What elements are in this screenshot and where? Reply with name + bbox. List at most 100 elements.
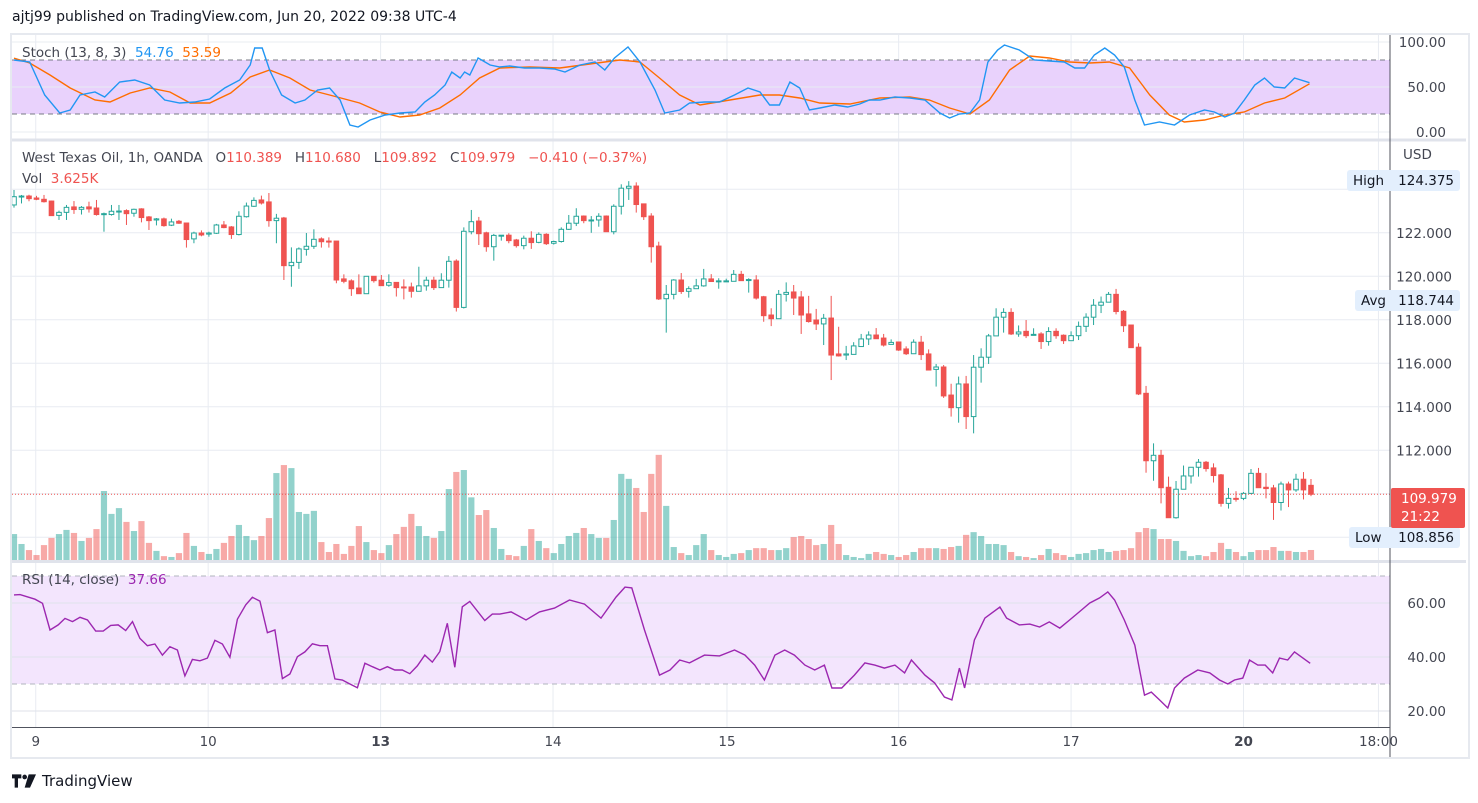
volume-bar xyxy=(453,471,460,560)
volume-bar xyxy=(565,535,572,560)
volume-bar xyxy=(895,556,902,560)
volume-bar xyxy=(1022,556,1030,560)
candle-up xyxy=(1015,331,1022,335)
candle-down xyxy=(1113,293,1119,313)
footer-brand: TradingView xyxy=(42,772,133,790)
volume-bar xyxy=(445,489,452,560)
time-axis-label: 15 xyxy=(718,734,736,750)
candle-down xyxy=(161,218,167,227)
volume-bar xyxy=(768,550,775,560)
volume-bar xyxy=(190,545,198,560)
volume-bar xyxy=(880,553,887,560)
chart-frame xyxy=(10,33,1470,759)
candle-down xyxy=(401,286,407,289)
volume-bar xyxy=(70,532,78,560)
volume-bar xyxy=(1135,532,1142,560)
volume-bar xyxy=(828,524,835,560)
candle-up xyxy=(910,341,917,355)
volume-bar xyxy=(595,537,602,560)
volume-bar xyxy=(468,497,475,560)
candle-down xyxy=(326,240,332,243)
candle-down xyxy=(1008,311,1014,335)
volume-bar xyxy=(543,548,550,560)
volume-bar xyxy=(483,510,490,560)
candle-up xyxy=(116,210,122,213)
volume-bar xyxy=(363,542,370,560)
time-axis-label: 10 xyxy=(199,734,217,750)
candle-down xyxy=(138,208,145,219)
candle-down xyxy=(228,226,235,236)
volume-bar xyxy=(1247,551,1255,560)
candle-up xyxy=(446,260,452,281)
volume-bar xyxy=(408,513,415,560)
candle-down xyxy=(640,203,647,218)
volume-bar xyxy=(1165,539,1172,560)
stoch-legend[interactable]: Stoch (13, 8, 3) 54.76 53.59 xyxy=(22,45,221,61)
bar-countdown: 21:22 xyxy=(1401,509,1440,525)
volume-bar xyxy=(505,555,512,560)
volume-bar xyxy=(153,550,160,560)
volume-bar xyxy=(393,534,400,560)
candle-up xyxy=(970,366,977,418)
candle-down xyxy=(1203,461,1209,470)
candle-down xyxy=(805,313,812,323)
rsi-legend[interactable]: RSI (14, close) 37.66 xyxy=(22,572,167,588)
candle-down xyxy=(431,279,437,289)
volume-bar xyxy=(858,558,865,560)
candle-down xyxy=(1263,486,1269,490)
candle-down xyxy=(760,296,767,317)
stoch-d-value: 53.59 xyxy=(182,45,221,61)
candle-up xyxy=(558,228,565,243)
volume-bar xyxy=(1285,550,1292,560)
stoch-pane xyxy=(12,41,1390,133)
candle-down xyxy=(918,341,924,356)
volume-bar xyxy=(460,470,467,560)
volume-bar xyxy=(633,487,640,560)
volume-bar xyxy=(723,556,730,560)
candle-down xyxy=(198,232,205,236)
volume-bar xyxy=(258,535,265,560)
volume-bar xyxy=(1105,551,1112,560)
candle-up xyxy=(1105,293,1112,303)
volume-bar xyxy=(978,535,985,560)
candle-down xyxy=(371,275,377,282)
low-value: 109.892 xyxy=(381,150,438,166)
candle-down xyxy=(1308,484,1314,495)
volume-bar xyxy=(18,543,25,560)
candle-down xyxy=(483,232,490,248)
volume-bar xyxy=(520,545,527,560)
volume-bar xyxy=(970,532,977,560)
volume-bar xyxy=(753,548,760,560)
candle-up xyxy=(955,383,962,409)
axes: 100.00 50.00 0.00 122.000 120.000 118.000 116.… xyxy=(12,35,1466,757)
high-marker-value: 124.375 xyxy=(1398,172,1454,189)
volume-bar xyxy=(738,553,745,560)
volume-bar xyxy=(1112,550,1120,560)
candle-up xyxy=(843,353,849,356)
candle-down xyxy=(348,280,355,290)
volume-bar xyxy=(438,531,445,560)
volume-bar xyxy=(1142,527,1150,560)
volume-bar xyxy=(288,468,295,560)
volume-bar xyxy=(693,545,700,560)
high-label: H xyxy=(294,150,306,166)
avg-marker-value: 118.744 xyxy=(1398,292,1454,309)
volume-bar xyxy=(685,555,692,560)
volume-bar xyxy=(625,478,632,560)
candle-down xyxy=(513,239,520,247)
volume-legend[interactable]: Vol 3.625K xyxy=(22,171,98,187)
candle-down xyxy=(948,394,954,409)
volume-bar xyxy=(1240,556,1247,560)
candle-down xyxy=(880,337,887,346)
candle-up xyxy=(1293,478,1299,491)
symbol-legend[interactable]: West Texas Oil, 1h, OANDA O110.389 H110.… xyxy=(22,150,647,166)
volume-bar xyxy=(850,556,857,560)
volume-bar xyxy=(108,513,115,560)
volume-bar xyxy=(423,535,430,560)
low-marker-value: 108.856 xyxy=(1398,529,1454,546)
candle-up xyxy=(243,205,250,218)
volume-bar xyxy=(63,529,70,560)
candle-up xyxy=(775,293,782,320)
candle-up xyxy=(850,345,857,355)
